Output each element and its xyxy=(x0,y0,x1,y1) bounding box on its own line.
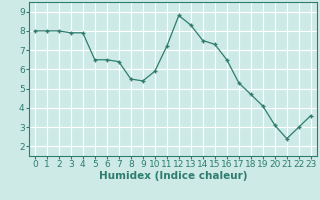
X-axis label: Humidex (Indice chaleur): Humidex (Indice chaleur) xyxy=(99,171,247,181)
